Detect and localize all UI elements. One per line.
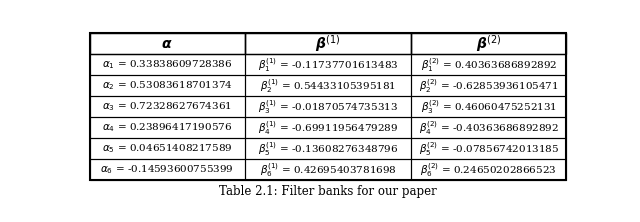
Bar	[412, 96, 566, 117]
Text: $\alpha_5$ = 0.04651408217589: $\alpha_5$ = 0.04651408217589	[102, 143, 232, 155]
Bar	[90, 54, 244, 75]
Text: $\alpha_3$ = 0.72328627674361: $\alpha_3$ = 0.72328627674361	[102, 100, 232, 113]
Bar	[244, 54, 412, 75]
Text: $\beta_2^{(2)}$ = -0.62853936105471: $\beta_2^{(2)}$ = -0.62853936105471	[419, 77, 559, 95]
Bar	[90, 34, 566, 180]
Bar	[412, 138, 566, 159]
Bar	[244, 34, 412, 54]
Text: $\beta_1^{(1)}$ = -0.11737701613483: $\beta_1^{(1)}$ = -0.11737701613483	[258, 56, 398, 73]
Text: $\beta_6^{(2)}$ = 0.24650202866523: $\beta_6^{(2)}$ = 0.24650202866523	[420, 161, 557, 179]
Text: $\beta_5^{(2)}$ = -0.07856742013185: $\beta_5^{(2)}$ = -0.07856742013185	[419, 140, 559, 158]
Text: $\boldsymbol{\beta}^{(1)}$: $\boldsymbol{\beta}^{(1)}$	[316, 33, 340, 54]
Text: $\alpha_4$ = 0.23896417190576: $\alpha_4$ = 0.23896417190576	[102, 121, 232, 134]
Text: $\beta_6^{(1)}$ = 0.42695403781698: $\beta_6^{(1)}$ = 0.42695403781698	[259, 161, 397, 179]
Text: $\beta_2^{(1)}$ = 0.54433105395181: $\beta_2^{(1)}$ = 0.54433105395181	[260, 77, 396, 95]
Bar	[90, 138, 244, 159]
Bar	[412, 75, 566, 96]
Text: $\alpha_1$ = 0.33838609728386: $\alpha_1$ = 0.33838609728386	[102, 58, 232, 71]
Bar	[412, 54, 566, 75]
Text: $\boldsymbol{\alpha}$: $\boldsymbol{\alpha}$	[161, 37, 173, 51]
Text: $\beta_4^{(1)}$ = -0.69911956479289: $\beta_4^{(1)}$ = -0.69911956479289	[258, 119, 398, 137]
Bar	[244, 96, 412, 117]
Bar	[244, 159, 412, 180]
Bar	[90, 34, 244, 54]
Text: $\beta_4^{(2)}$ = -0.40363686892892: $\beta_4^{(2)}$ = -0.40363686892892	[419, 119, 559, 137]
Text: $\beta_1^{(2)}$ = 0.40363686892892: $\beta_1^{(2)}$ = 0.40363686892892	[420, 56, 557, 73]
Bar	[412, 117, 566, 138]
Text: $\boldsymbol{\beta}^{(2)}$: $\boldsymbol{\beta}^{(2)}$	[476, 33, 501, 54]
Text: $\alpha_2$ = 0.53083618701374: $\alpha_2$ = 0.53083618701374	[102, 79, 233, 92]
Text: $\beta_5^{(1)}$ = -0.13608276348796: $\beta_5^{(1)}$ = -0.13608276348796	[258, 140, 398, 158]
Bar	[244, 138, 412, 159]
Text: $\alpha_6$ = -0.14593600755399: $\alpha_6$ = -0.14593600755399	[100, 164, 234, 176]
Text: Table 2.1: Filter banks for our paper: Table 2.1: Filter banks for our paper	[219, 185, 437, 198]
Text: $\beta_3^{(1)}$ = -0.01870574735313: $\beta_3^{(1)}$ = -0.01870574735313	[258, 98, 398, 116]
Bar	[90, 159, 244, 180]
Bar	[90, 117, 244, 138]
Bar	[90, 96, 244, 117]
Bar	[244, 117, 412, 138]
Bar	[412, 159, 566, 180]
Bar	[90, 75, 244, 96]
Text: $\beta_3^{(2)}$ = 0.46060475252131: $\beta_3^{(2)}$ = 0.46060475252131	[420, 98, 557, 116]
Bar	[244, 75, 412, 96]
Bar	[412, 34, 566, 54]
